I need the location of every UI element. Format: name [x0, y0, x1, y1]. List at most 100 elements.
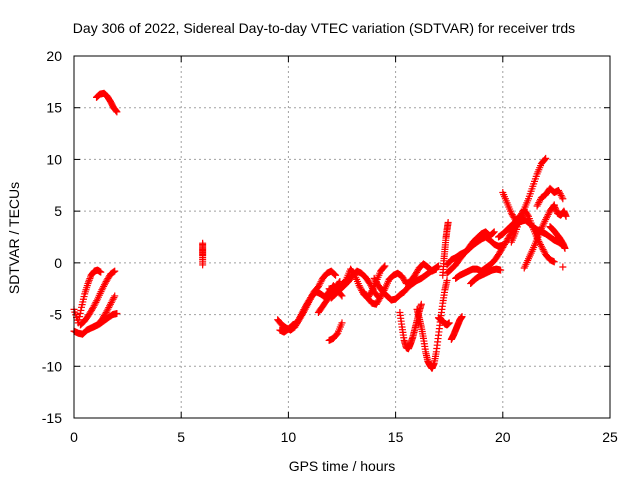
data-point [367, 281, 375, 289]
data-point [298, 309, 306, 317]
data-point [557, 191, 565, 199]
data-point [337, 291, 345, 299]
grid [74, 56, 610, 418]
data-point [490, 228, 498, 236]
data-point [84, 280, 92, 288]
data-point [368, 285, 376, 293]
data-point [433, 263, 441, 271]
data-point [294, 317, 302, 325]
data-point [89, 303, 97, 311]
data-point [77, 306, 85, 314]
data-point [315, 281, 323, 289]
data-point [540, 247, 548, 255]
data-point [443, 276, 451, 284]
data-point [559, 263, 567, 271]
data-point [542, 154, 550, 162]
y-tick-label: 5 [54, 203, 62, 219]
data-point [489, 229, 497, 237]
data-point [113, 108, 121, 116]
data-point [314, 283, 322, 291]
data-point [317, 278, 325, 286]
data-point [541, 155, 549, 163]
x-tick-label: 15 [388, 429, 404, 445]
data-point [535, 199, 543, 207]
data-point [113, 310, 121, 318]
x-tick-label: 20 [495, 429, 511, 445]
y-tick-label: 20 [46, 48, 62, 64]
data-point [99, 284, 107, 292]
data-point [300, 306, 308, 314]
data-point [296, 312, 304, 320]
data-point [85, 276, 93, 284]
data-point [86, 275, 94, 283]
data-point [316, 279, 324, 287]
data-points [70, 89, 570, 372]
data-point [555, 186, 563, 194]
data-point [111, 292, 119, 300]
data-point [112, 106, 120, 114]
data-point [333, 330, 341, 338]
data-point [539, 246, 547, 254]
x-tick-label: 10 [281, 429, 297, 445]
chart-title: Day 306 of 2022, Sidereal Day-to-day VTE… [73, 20, 575, 36]
data-point [524, 211, 532, 219]
data-point [106, 300, 114, 308]
data-point [330, 270, 338, 278]
data-point [90, 302, 98, 310]
data-point [338, 292, 346, 300]
data-point [380, 263, 388, 271]
data-point [109, 295, 117, 303]
data-point [75, 316, 83, 324]
x-tick-label: 25 [602, 429, 618, 445]
data-point [108, 297, 116, 305]
y-tick-label: -10 [42, 358, 62, 374]
data-point [445, 319, 453, 327]
data-point [104, 305, 112, 313]
data-point [296, 314, 304, 322]
data-point [100, 281, 108, 289]
data-point [112, 107, 120, 115]
data-point [91, 300, 99, 308]
data-point [110, 294, 118, 302]
data-point [417, 300, 425, 308]
data-point [561, 244, 569, 252]
data-point [366, 280, 374, 288]
x-axis-label: GPS time / hours [289, 458, 396, 474]
x-tick-label: 0 [70, 429, 78, 445]
data-point [338, 319, 346, 327]
data-point [88, 305, 96, 313]
x-tick-label: 5 [177, 429, 185, 445]
data-point [544, 210, 552, 218]
data-point [293, 319, 301, 327]
data-point [434, 262, 442, 270]
data-point [105, 304, 113, 312]
data-point [562, 212, 570, 220]
data-point [92, 298, 100, 306]
data-point [85, 278, 93, 286]
data-point [533, 202, 541, 210]
y-tick-label: 10 [46, 151, 62, 167]
data-point [103, 307, 111, 315]
data-point [381, 262, 389, 270]
data-point [98, 286, 106, 294]
data-point [332, 271, 340, 279]
data-point [368, 283, 376, 291]
data-point [444, 219, 452, 227]
data-point [97, 268, 105, 276]
data-point [107, 299, 115, 307]
data-point [299, 307, 307, 315]
data-point [101, 279, 109, 287]
data-point [559, 195, 567, 203]
data-point [76, 310, 84, 318]
data-point [100, 282, 108, 290]
y-tick-label: 0 [54, 255, 62, 271]
y-tick-label: 15 [46, 100, 62, 116]
y-tick-label: -15 [42, 410, 62, 426]
data-point [101, 310, 109, 318]
data-point [556, 190, 564, 198]
data-point [537, 241, 545, 249]
data-point [497, 266, 505, 274]
data-point [76, 313, 84, 321]
data-point [538, 244, 546, 252]
data-point [331, 270, 339, 278]
